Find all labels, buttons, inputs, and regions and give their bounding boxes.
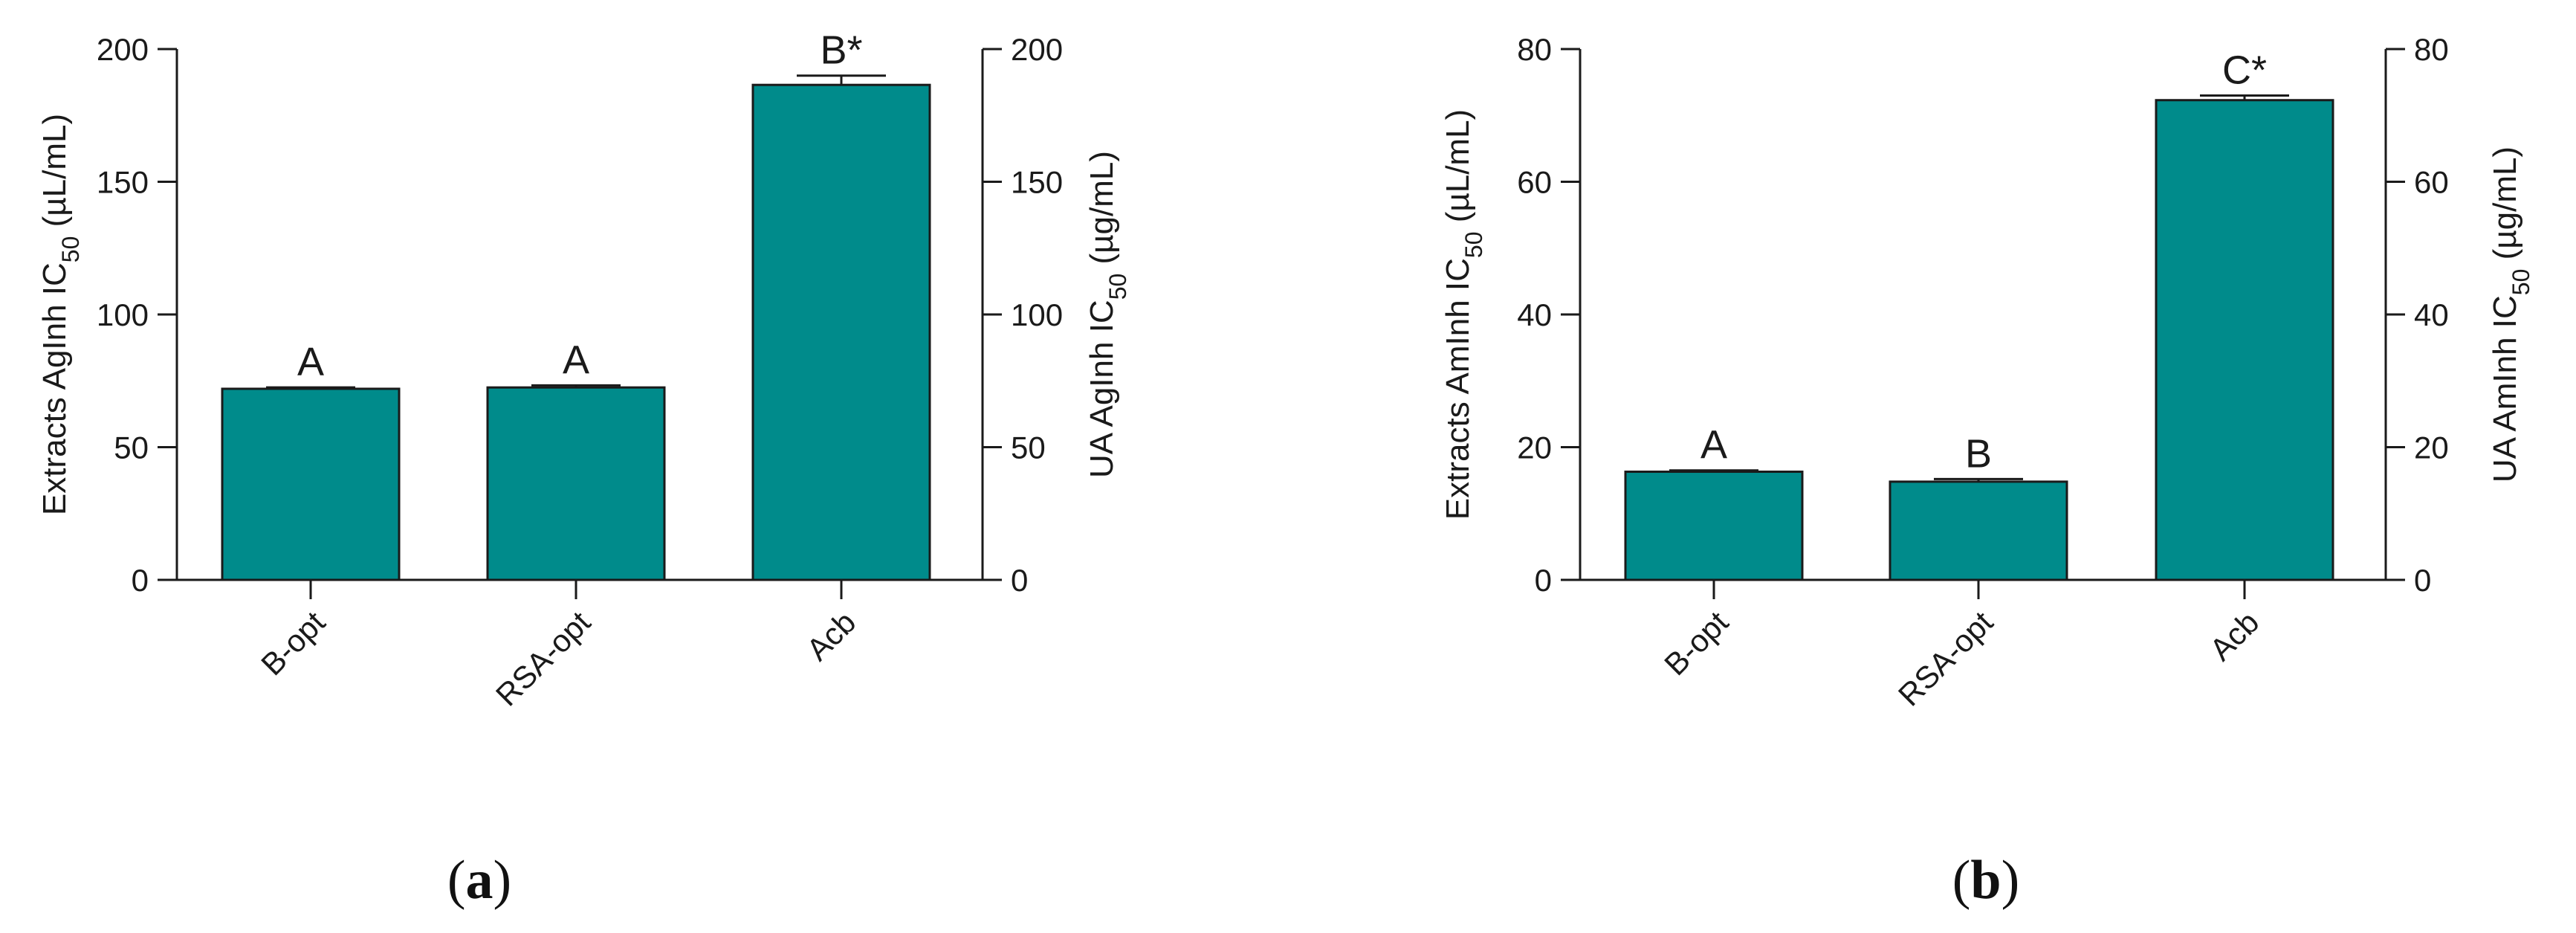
y-tick-label-left: 20 xyxy=(1517,430,1552,465)
y-tick-label-left: 0 xyxy=(132,563,149,598)
category-label: RSA-opt xyxy=(1891,604,2000,713)
y-tick-label-right: 50 xyxy=(1011,430,1046,465)
chart-panel-a: 0 0 50 50 100 100 150 150 200 200 A B-opt A RSA-opt B*… xyxy=(36,28,1131,911)
y-axis-title-left-unit: (µL/mL) xyxy=(36,114,73,236)
y-tick-label-right: 100 xyxy=(1011,297,1063,332)
y-axis-title-right: UA AgInh IC50 (µg/mL) xyxy=(1084,151,1131,478)
y-axis-title-left-text: Extracts AmInh IC xyxy=(1440,258,1476,520)
bar-b-opt xyxy=(221,387,401,581)
y-axis-title-left-subscript: 50 xyxy=(57,236,84,263)
bar-rsa-opt xyxy=(1889,480,2068,581)
bar-acb xyxy=(2155,99,2334,581)
significance-label: A xyxy=(563,338,589,382)
y-tick-label-right: 150 xyxy=(1011,165,1063,200)
y-tick-label-left: 150 xyxy=(97,165,149,200)
category-label: B-opt xyxy=(254,604,331,682)
y-tick-label-left: 100 xyxy=(97,297,149,332)
y-tick-label-left: 50 xyxy=(114,430,149,465)
y-tick-label-right: 20 xyxy=(2414,430,2449,465)
chart-panel-b: 0 0 20 20 40 40 60 60 80 80 A B-opt B RSA-opt C* Acb Ext… xyxy=(1440,32,2534,911)
significance-label: B xyxy=(1965,431,1992,476)
category-label: Acb xyxy=(2203,604,2265,667)
y-tick-label-right: 0 xyxy=(2414,563,2431,598)
significance-label: B* xyxy=(820,28,862,73)
category-label: RSA-opt xyxy=(489,604,598,713)
y-tick-label-left: 80 xyxy=(1517,32,1552,67)
y-tick-label-left: 40 xyxy=(1517,297,1552,332)
y-axis-title-left-text: Extracts AgInh IC xyxy=(36,262,73,515)
y-tick-label-right: 60 xyxy=(2414,165,2449,200)
significance-label: A xyxy=(1700,423,1727,468)
category-label: B-opt xyxy=(1657,604,1735,682)
y-axis-title-right-text: UA AgInh IC xyxy=(1084,300,1120,478)
panel-label-letter: b xyxy=(1970,850,2001,911)
panel-label: (b) xyxy=(1952,850,2019,911)
bar-rsa-opt xyxy=(486,386,666,581)
y-axis-title-left-unit: (µL/mL) xyxy=(1440,109,1476,232)
y-tick-label-right: 80 xyxy=(2414,32,2449,67)
y-tick-label-right: 0 xyxy=(1011,563,1028,598)
y-axis-title-right-unit: (µg/mL) xyxy=(1084,151,1120,274)
significance-label: A xyxy=(297,340,324,384)
y-axis-title-left: Extracts AgInh IC50 (µL/mL) xyxy=(36,114,84,515)
y-tick-label-right: 40 xyxy=(2414,297,2449,332)
y-axis-title-left: Extracts AmInh IC50 (µL/mL) xyxy=(1440,109,1487,520)
bar-b-opt xyxy=(1624,471,1804,581)
y-axis-title-left-subscript: 50 xyxy=(1460,232,1487,259)
bar-acb xyxy=(751,83,931,581)
y-tick-label-left: 0 xyxy=(1535,563,1552,598)
y-tick-label-left: 200 xyxy=(97,32,149,67)
y-tick-label-right: 200 xyxy=(1011,32,1063,67)
panel-label: (a) xyxy=(447,850,511,911)
y-axis-title-right-subscript: 50 xyxy=(2508,269,2534,296)
category-label: Acb xyxy=(800,604,862,667)
y-axis-title-right: UA AmInh IC50 (µg/mL) xyxy=(2487,146,2534,482)
y-axis-title-right-subscript: 50 xyxy=(1104,274,1131,300)
panel-label-letter: a xyxy=(466,850,493,911)
y-axis-title-right-unit: (µg/mL) xyxy=(2487,146,2523,269)
significance-label: C* xyxy=(2222,48,2267,92)
y-tick-label-left: 60 xyxy=(1517,165,1552,200)
y-axis-title-right-text: UA AmInh IC xyxy=(2487,295,2523,482)
